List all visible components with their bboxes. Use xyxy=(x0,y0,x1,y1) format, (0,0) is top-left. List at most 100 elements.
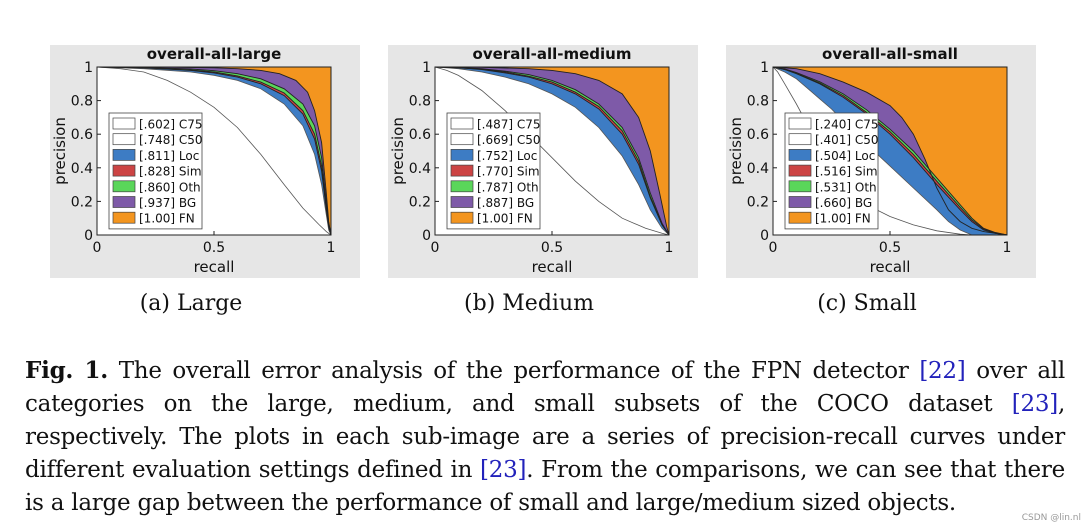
legend-swatch-loc xyxy=(450,149,474,161)
legend-swatch-sim xyxy=(112,164,136,177)
legend-swatch-fn xyxy=(788,211,812,224)
chart-title: overall-all-small xyxy=(822,45,958,63)
caption-citation-link[interactable]: [23] xyxy=(1011,391,1058,417)
legend-entry-loc: [.811] Loc xyxy=(139,149,199,163)
x-tick-label: 0.5 xyxy=(541,240,563,256)
legend-entry-c75: [.240] C75 xyxy=(815,118,879,132)
pr-curve-c75 xyxy=(96,66,332,236)
legend-swatch-loc xyxy=(788,149,812,161)
figure-caption: Fig. 1. The overall error analysis of th… xyxy=(25,354,1065,520)
legend-swatch-c75 xyxy=(788,117,812,130)
legend-swatch-c50 xyxy=(112,133,136,146)
y-tick-label: 1 xyxy=(760,60,769,76)
legend-swatch-c75 xyxy=(450,117,474,130)
legend-swatch-c75 xyxy=(112,117,136,130)
legend-swatch-bg xyxy=(450,196,474,208)
y-axis-label: precision xyxy=(727,117,745,185)
y-tick-label: 0.2 xyxy=(747,194,769,210)
legend-entry-oth: [.531] Oth xyxy=(815,180,877,194)
subfigure-label: (c) Small xyxy=(817,291,917,316)
caption-citation-link[interactable]: [23] xyxy=(480,457,527,483)
legend-entry-c75: [.602] C75 xyxy=(139,118,203,132)
legend-swatch-sim xyxy=(788,164,812,177)
y-tick-label: 0.6 xyxy=(747,127,769,143)
legend-entry-fn: [1.00] FN xyxy=(477,212,533,226)
y-tick-label: 0.8 xyxy=(409,94,431,110)
y-tick-label: 0.2 xyxy=(71,194,93,210)
chart-panel-1: 0 0.2 0.4 0.6 0.8 1 0 0.5 1 overall-all-large reca… xyxy=(50,45,360,316)
legend-entry-sim: [.516] Sim xyxy=(815,165,878,179)
subfigure-label: (b) Medium xyxy=(464,291,594,316)
pr-curve-sim xyxy=(434,66,670,236)
pr-curve-sim xyxy=(772,66,1008,236)
x-tick-label: 0.5 xyxy=(879,240,901,256)
legend-swatch-fn xyxy=(450,211,474,224)
legend-entry-c75: [.487] C75 xyxy=(477,118,541,132)
y-tick-label: 0.8 xyxy=(71,94,93,110)
x-tick-label: 1 xyxy=(327,240,336,256)
legend-swatch-c50 xyxy=(788,133,812,146)
legend-entry-oth: [.787] Oth xyxy=(477,180,539,194)
legend-swatch-oth xyxy=(788,180,812,193)
x-tick-label: 0 xyxy=(93,240,102,256)
y-tick-label: 0.4 xyxy=(747,161,769,177)
y-tick-label: 1 xyxy=(84,60,93,76)
caption-citation-link[interactable]: [22] xyxy=(919,358,966,384)
pr-curve-c50 xyxy=(96,66,332,236)
y-tick-label: 0 xyxy=(422,228,431,244)
pr-curve-oth xyxy=(96,66,332,236)
legend-entry-sim: [.770] Sim xyxy=(477,165,540,179)
figure: 0 0.2 0.4 0.6 0.8 1 0 0.5 1 overall-all-large reca… xyxy=(50,45,1036,316)
x-tick-label: 0.5 xyxy=(203,240,225,256)
chart-title: overall-all-large xyxy=(147,45,282,63)
pr-curve-oth xyxy=(772,66,1008,236)
legend-swatch-fn xyxy=(112,211,136,224)
x-axis-label: recall xyxy=(532,258,573,276)
legend-swatch-loc xyxy=(112,149,136,161)
caption-text-2: over all categories on the large, medium… xyxy=(25,358,1066,417)
legend-entry-bg: [.887] BG xyxy=(477,196,534,210)
watermark: CSDN @lin.nl xyxy=(1021,513,1081,523)
y-tick-label: 1 xyxy=(422,60,431,76)
legend-entry-bg: [.660] BG xyxy=(815,196,872,210)
pr-curve-loc xyxy=(772,66,1008,236)
pr-curve-bg xyxy=(434,66,670,236)
legend-entry-loc: [.504] Loc xyxy=(815,149,875,163)
legend-entry-loc: [.752] Loc xyxy=(477,149,537,163)
legend-entry-bg: [.937] BG xyxy=(139,196,196,210)
caption-text-3: , respectively. The plots in each sub-im… xyxy=(25,391,1065,483)
caption-text-4: . From the comparisons, we can see that … xyxy=(25,457,1065,516)
chart-panel-2: 0 0.2 0.4 0.6 0.8 1 0 0.5 1 overall-all-medium rec… xyxy=(388,45,698,316)
legend-entry-c50: [.748] C50 xyxy=(139,133,203,147)
x-axis-label: recall xyxy=(194,258,235,276)
legend-entry-fn: [1.00] FN xyxy=(815,212,871,226)
x-axis-label: recall xyxy=(870,258,911,276)
y-tick-label: 0.6 xyxy=(409,127,431,143)
legend-entry-oth: [.860] Oth xyxy=(139,180,201,194)
legend-entry-c50: [.401] C50 xyxy=(815,133,879,147)
pr-curve-bg xyxy=(772,66,1008,236)
y-tick-label: 0 xyxy=(84,228,93,244)
y-tick-label: 0 xyxy=(760,228,769,244)
legend-swatch-bg xyxy=(112,196,136,208)
pr-curve-c50 xyxy=(434,66,670,236)
y-axis-label: precision xyxy=(389,117,407,185)
x-tick-label: 0 xyxy=(769,240,778,256)
x-tick-label: 1 xyxy=(1003,240,1012,256)
legend-swatch-sim xyxy=(450,164,474,177)
chart-panel-3: 0 0.2 0.4 0.6 0.8 1 0 0.5 1 overall-all-small reca… xyxy=(726,45,1036,316)
pr-curve-oth xyxy=(434,66,670,236)
legend-entry-c50: [.669] C50 xyxy=(477,133,541,147)
caption-label: Fig. 1. xyxy=(25,357,109,384)
legend-entry-fn: [1.00] FN xyxy=(139,212,195,226)
x-tick-label: 1 xyxy=(665,240,674,256)
y-tick-label: 0.8 xyxy=(747,94,769,110)
x-tick-label: 0 xyxy=(431,240,440,256)
legend-swatch-bg xyxy=(788,196,812,208)
legend-swatch-oth xyxy=(450,180,474,193)
legend-swatch-c50 xyxy=(450,133,474,146)
caption-text-1: The overall error analysis of the perfor… xyxy=(108,358,920,384)
subfigure-label: (a) Large xyxy=(140,291,243,316)
legend-swatch-oth xyxy=(112,180,136,193)
pr-curve-sim xyxy=(96,66,332,236)
